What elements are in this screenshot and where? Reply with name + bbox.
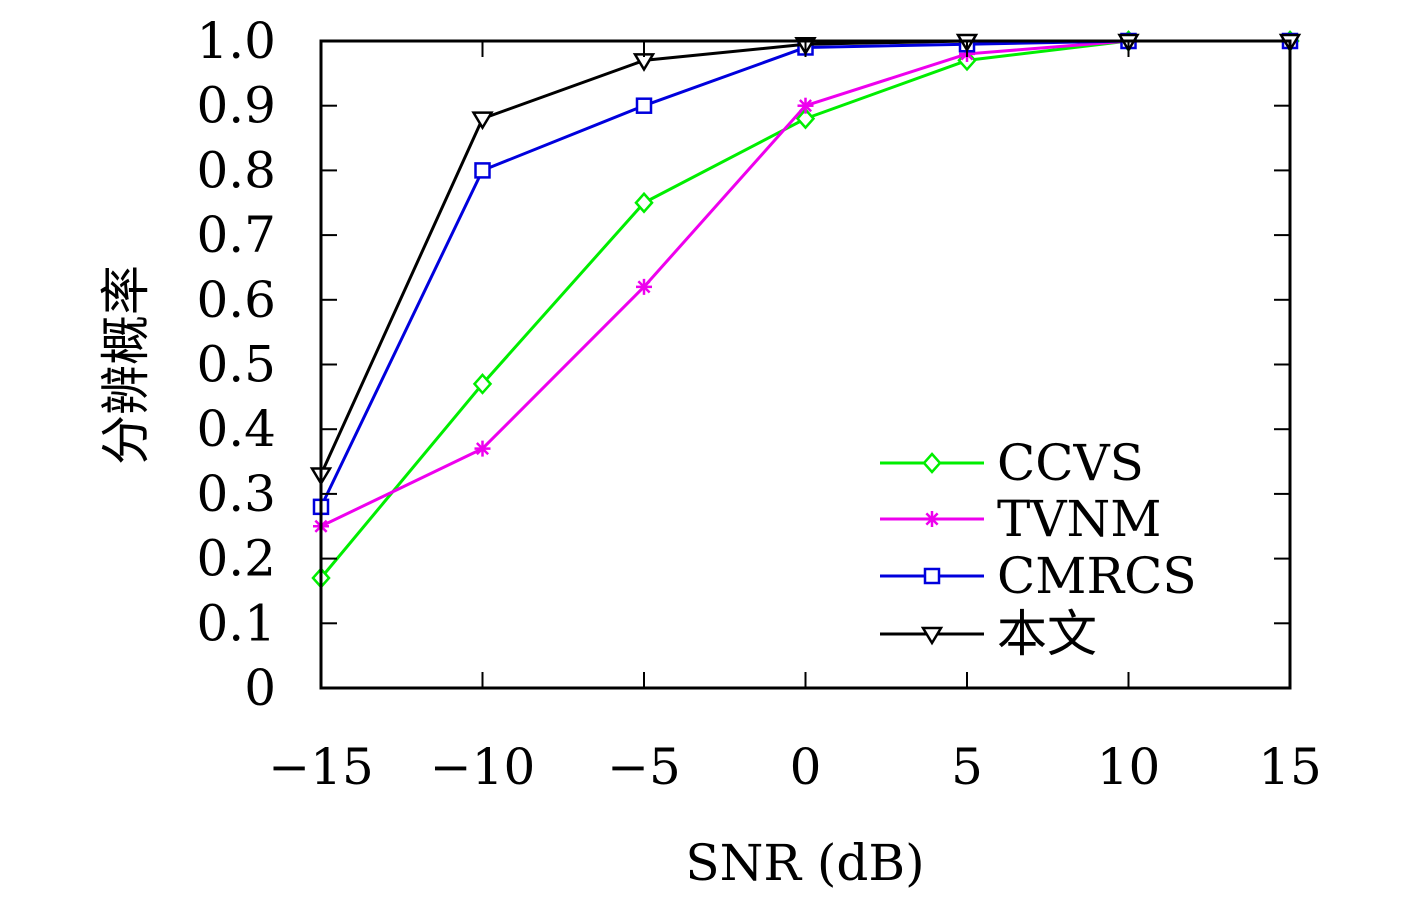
tick-labels: −15 −10 −5 0 5 10 15 0 0.1 0.2 0.3 0.4 0.5 0.6 0.7 0.8 0… bbox=[196, 12, 1321, 796]
x-axis-title: SNR (dB) bbox=[685, 834, 924, 892]
series-group bbox=[313, 33, 1298, 535]
y-tick-label: 0.1 bbox=[196, 594, 276, 652]
y-tick-label: 0.9 bbox=[196, 77, 276, 135]
legend-label: 本文 bbox=[997, 605, 1097, 663]
legend-item: TVNM bbox=[880, 490, 1161, 548]
data-point bbox=[474, 162, 491, 179]
x-tick-label: 5 bbox=[951, 738, 983, 796]
y-tick-label: 0.5 bbox=[196, 336, 276, 394]
y-tick-label: 1.0 bbox=[196, 12, 276, 70]
legend-label: CCVS bbox=[997, 434, 1144, 492]
x-tick-label: −15 bbox=[268, 738, 374, 796]
x-tick-label: −5 bbox=[607, 738, 681, 796]
data-point bbox=[920, 626, 944, 646]
data-point bbox=[636, 278, 652, 295]
y-tick-label: 0.2 bbox=[196, 530, 276, 588]
y-axis-title: 分辨概率 bbox=[97, 265, 155, 465]
data-point bbox=[471, 111, 494, 131]
y-tick-label: 0 bbox=[244, 659, 276, 717]
x-tick-label: 10 bbox=[1097, 738, 1161, 796]
data-point bbox=[634, 191, 654, 214]
legend-label: TVNM bbox=[997, 490, 1161, 548]
legend-item: 本文 bbox=[880, 605, 1097, 663]
data-point bbox=[923, 567, 941, 585]
y-tick-label: 0.8 bbox=[196, 141, 276, 199]
x-tick-label: −10 bbox=[430, 738, 536, 796]
ticks-layer bbox=[320, 40, 1291, 689]
data-point bbox=[472, 373, 493, 395]
data-point bbox=[797, 97, 814, 114]
x-tick-label: 0 bbox=[790, 738, 822, 796]
y-tick-label: 0.3 bbox=[196, 465, 276, 523]
legend-label: CMRCS bbox=[997, 547, 1197, 605]
y-tick-label: 0.4 bbox=[196, 400, 276, 458]
legend-item: CMRCS bbox=[880, 547, 1197, 605]
y-tick-label: 0.7 bbox=[196, 206, 276, 264]
data-point bbox=[924, 511, 940, 527]
legend-item: CCVS bbox=[880, 434, 1144, 492]
data-point bbox=[795, 107, 816, 130]
y-tick-label: 0.6 bbox=[196, 271, 276, 329]
data-point bbox=[635, 97, 653, 114]
data-point bbox=[474, 440, 491, 457]
x-tick-label: 15 bbox=[1258, 738, 1322, 796]
data-point bbox=[922, 452, 942, 474]
